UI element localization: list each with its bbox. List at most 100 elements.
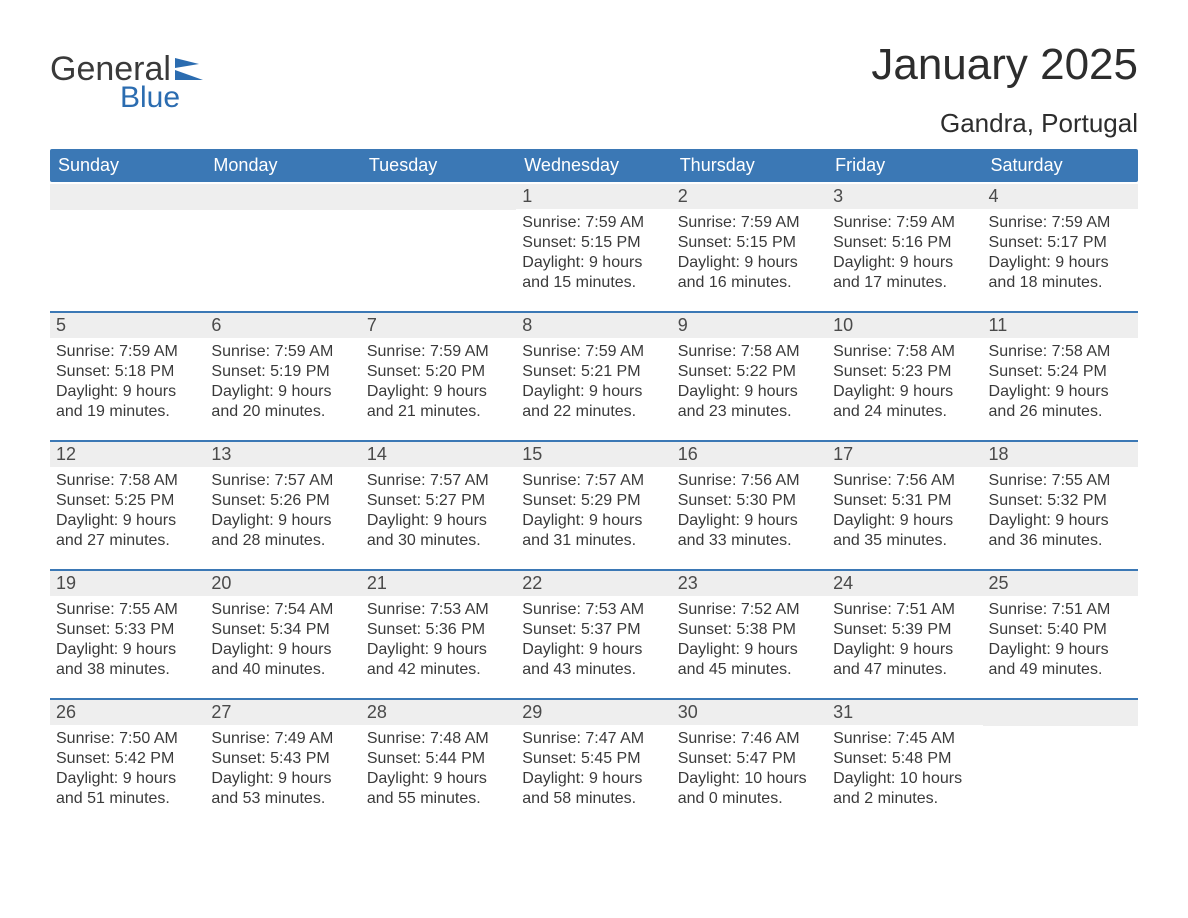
day-dl1: Daylight: 9 hours — [989, 640, 1132, 660]
day-sunrise: Sunrise: 7:53 AM — [367, 600, 510, 620]
day-sunset: Sunset: 5:42 PM — [56, 749, 199, 769]
day-number: 3 — [827, 184, 982, 209]
day-content: Sunrise: 7:59 AMSunset: 5:21 PMDaylight:… — [516, 338, 671, 422]
day-sunrise: Sunrise: 7:57 AM — [367, 471, 510, 491]
calendar-day: 3Sunrise: 7:59 AMSunset: 5:16 PMDaylight… — [827, 184, 982, 297]
day-content: Sunrise: 7:45 AMSunset: 5:48 PMDaylight:… — [827, 725, 982, 809]
day-sunset: Sunset: 5:21 PM — [522, 362, 665, 382]
day-sunrise: Sunrise: 7:50 AM — [56, 729, 199, 749]
day-sunrise: Sunrise: 7:47 AM — [522, 729, 665, 749]
day-dl1: Daylight: 9 hours — [678, 382, 821, 402]
day-sunrise: Sunrise: 7:49 AM — [211, 729, 354, 749]
day-number: 22 — [516, 571, 671, 596]
calendar-day: 24Sunrise: 7:51 AMSunset: 5:39 PMDayligh… — [827, 571, 982, 684]
header: General Blue January 2025 Gandra, Portug… — [50, 40, 1138, 139]
day-dl1: Daylight: 9 hours — [56, 382, 199, 402]
day-number: 15 — [516, 442, 671, 467]
day-dl1: Daylight: 9 hours — [367, 769, 510, 789]
day-sunset: Sunset: 5:16 PM — [833, 233, 976, 253]
day-content: Sunrise: 7:59 AMSunset: 5:17 PMDaylight:… — [983, 209, 1138, 293]
day-dl2: and 53 minutes. — [211, 789, 354, 809]
day-sunset: Sunset: 5:31 PM — [833, 491, 976, 511]
day-number: 10 — [827, 313, 982, 338]
weeks-container: 1Sunrise: 7:59 AMSunset: 5:15 PMDaylight… — [50, 184, 1138, 813]
day-dl2: and 18 minutes. — [989, 273, 1132, 293]
day-sunset: Sunset: 5:34 PM — [211, 620, 354, 640]
day-sunset: Sunset: 5:33 PM — [56, 620, 199, 640]
day-dl1: Daylight: 9 hours — [211, 640, 354, 660]
day-dl2: and 15 minutes. — [522, 273, 665, 293]
day-sunrise: Sunrise: 7:52 AM — [678, 600, 821, 620]
day-dl2: and 58 minutes. — [522, 789, 665, 809]
day-number: 16 — [672, 442, 827, 467]
calendar-day: 20Sunrise: 7:54 AMSunset: 5:34 PMDayligh… — [205, 571, 360, 684]
day-number: 24 — [827, 571, 982, 596]
calendar-day: 7Sunrise: 7:59 AMSunset: 5:20 PMDaylight… — [361, 313, 516, 426]
day-content: Sunrise: 7:55 AMSunset: 5:32 PMDaylight:… — [983, 467, 1138, 551]
day-number: 7 — [361, 313, 516, 338]
day-dl1: Daylight: 10 hours — [833, 769, 976, 789]
day-dl1: Daylight: 9 hours — [56, 769, 199, 789]
day-sunset: Sunset: 5:25 PM — [56, 491, 199, 511]
day-dl2: and 36 minutes. — [989, 531, 1132, 551]
day-number: 4 — [983, 184, 1138, 209]
day-dl1: Daylight: 9 hours — [522, 769, 665, 789]
day-dl1: Daylight: 9 hours — [989, 511, 1132, 531]
day-dl1: Daylight: 9 hours — [211, 382, 354, 402]
day-content: Sunrise: 7:51 AMSunset: 5:39 PMDaylight:… — [827, 596, 982, 680]
day-sunset: Sunset: 5:29 PM — [522, 491, 665, 511]
day-dl2: and 19 minutes. — [56, 402, 199, 422]
day-number: 31 — [827, 700, 982, 725]
day-sunrise: Sunrise: 7:53 AM — [522, 600, 665, 620]
day-sunrise: Sunrise: 7:58 AM — [678, 342, 821, 362]
day-number: 2 — [672, 184, 827, 209]
day-content: Sunrise: 7:52 AMSunset: 5:38 PMDaylight:… — [672, 596, 827, 680]
day-dl1: Daylight: 9 hours — [367, 640, 510, 660]
day-dl1: Daylight: 9 hours — [678, 253, 821, 273]
day-sunset: Sunset: 5:27 PM — [367, 491, 510, 511]
day-dl2: and 0 minutes. — [678, 789, 821, 809]
day-sunset: Sunset: 5:30 PM — [678, 491, 821, 511]
day-sunrise: Sunrise: 7:58 AM — [56, 471, 199, 491]
day-dl1: Daylight: 9 hours — [833, 253, 976, 273]
calendar-week: 19Sunrise: 7:55 AMSunset: 5:33 PMDayligh… — [50, 569, 1138, 684]
calendar-day — [205, 184, 360, 297]
day-dl2: and 45 minutes. — [678, 660, 821, 680]
day-sunset: Sunset: 5:48 PM — [833, 749, 976, 769]
day-content: Sunrise: 7:59 AMSunset: 5:19 PMDaylight:… — [205, 338, 360, 422]
day-sunset: Sunset: 5:20 PM — [367, 362, 510, 382]
day-content: Sunrise: 7:56 AMSunset: 5:31 PMDaylight:… — [827, 467, 982, 551]
day-sunset: Sunset: 5:43 PM — [211, 749, 354, 769]
month-title: January 2025 — [871, 40, 1138, 90]
day-sunset: Sunset: 5:26 PM — [211, 491, 354, 511]
day-dl1: Daylight: 9 hours — [678, 640, 821, 660]
day-number: 30 — [672, 700, 827, 725]
day-sunrise: Sunrise: 7:59 AM — [56, 342, 199, 362]
day-sunrise: Sunrise: 7:54 AM — [211, 600, 354, 620]
day-content: Sunrise: 7:58 AMSunset: 5:22 PMDaylight:… — [672, 338, 827, 422]
day-dl2: and 17 minutes. — [833, 273, 976, 293]
day-content: Sunrise: 7:57 AMSunset: 5:29 PMDaylight:… — [516, 467, 671, 551]
day-sunset: Sunset: 5:47 PM — [678, 749, 821, 769]
day-content: Sunrise: 7:47 AMSunset: 5:45 PMDaylight:… — [516, 725, 671, 809]
day-sunrise: Sunrise: 7:59 AM — [522, 213, 665, 233]
day-content: Sunrise: 7:46 AMSunset: 5:47 PMDaylight:… — [672, 725, 827, 809]
flag-icon — [175, 58, 209, 85]
day-sunset: Sunset: 5:38 PM — [678, 620, 821, 640]
calendar-day: 15Sunrise: 7:57 AMSunset: 5:29 PMDayligh… — [516, 442, 671, 555]
day-content: Sunrise: 7:59 AMSunset: 5:20 PMDaylight:… — [361, 338, 516, 422]
weekday-sun: Sunday — [50, 149, 205, 182]
day-number: 13 — [205, 442, 360, 467]
calendar-week: 1Sunrise: 7:59 AMSunset: 5:15 PMDaylight… — [50, 184, 1138, 297]
day-number: 5 — [50, 313, 205, 338]
weekday-thu: Thursday — [672, 149, 827, 182]
day-dl2: and 40 minutes. — [211, 660, 354, 680]
day-sunrise: Sunrise: 7:55 AM — [56, 600, 199, 620]
day-dl1: Daylight: 9 hours — [522, 253, 665, 273]
day-sunrise: Sunrise: 7:59 AM — [678, 213, 821, 233]
calendar-day: 19Sunrise: 7:55 AMSunset: 5:33 PMDayligh… — [50, 571, 205, 684]
day-content: Sunrise: 7:57 AMSunset: 5:26 PMDaylight:… — [205, 467, 360, 551]
calendar-page: General Blue January 2025 Gandra, Portug… — [0, 0, 1188, 918]
day-sunset: Sunset: 5:32 PM — [989, 491, 1132, 511]
calendar-day: 29Sunrise: 7:47 AMSunset: 5:45 PMDayligh… — [516, 700, 671, 813]
